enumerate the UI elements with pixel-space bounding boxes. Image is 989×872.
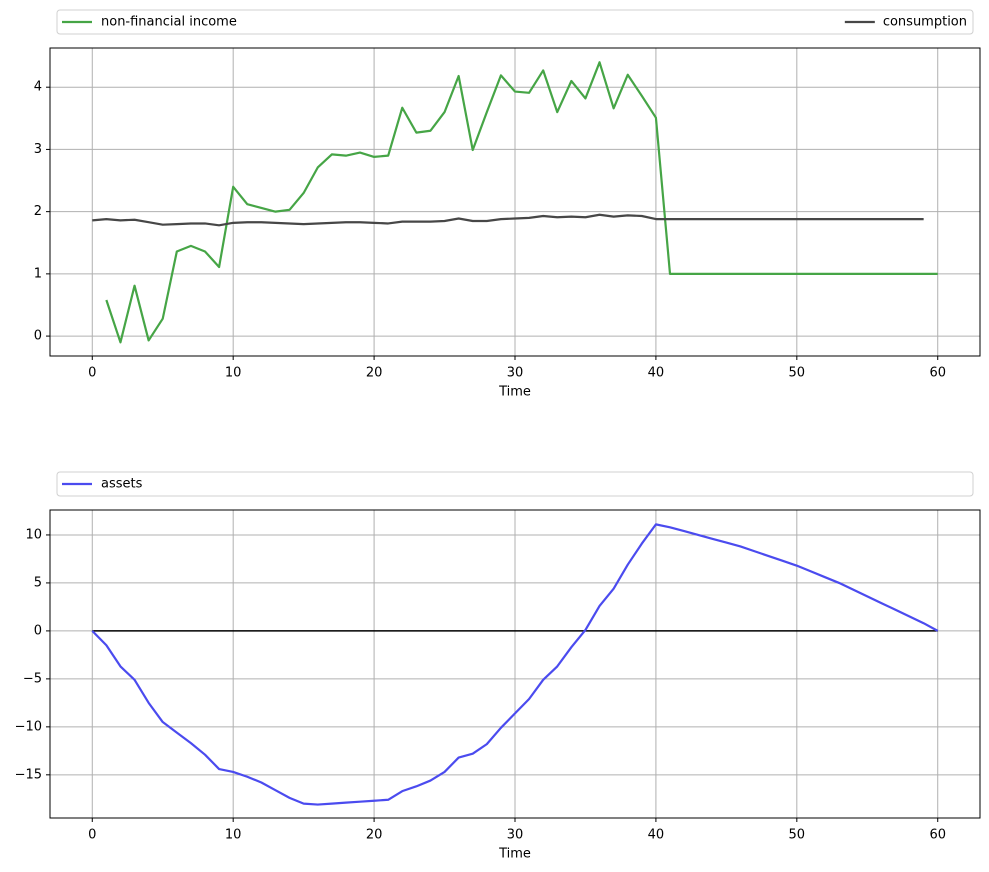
x-tick-label: 20	[366, 366, 383, 381]
y-tick-label: 4	[34, 80, 42, 95]
x-tick-label: 20	[366, 828, 383, 843]
y-tick-label: 5	[34, 575, 42, 590]
x-tick-label: 60	[929, 828, 946, 843]
y-tick-label: 0	[34, 623, 42, 638]
data-line	[92, 213, 924, 227]
y-tick-label: 1	[34, 266, 42, 281]
y-tick-label: −5	[23, 671, 42, 686]
x-tick-label: 0	[88, 828, 96, 843]
x-tick-label: 40	[648, 828, 665, 843]
x-tick-label: 40	[648, 366, 665, 381]
y-tick-label: 10	[25, 527, 42, 542]
x-axis-label: Time	[498, 385, 531, 400]
y-tick-label: −15	[15, 767, 42, 782]
legend-label: non-financial income	[101, 15, 237, 30]
x-tick-label: 50	[789, 828, 806, 843]
x-tick-label: 30	[507, 366, 524, 381]
legend-label: assets	[101, 477, 143, 492]
data-line	[91, 523, 939, 806]
axes-frame	[49, 509, 981, 819]
y-tick-label: −10	[15, 719, 42, 734]
x-tick-label: 10	[225, 366, 242, 381]
y-tick-label: 2	[34, 204, 42, 219]
legend-frame	[56, 9, 974, 35]
x-tick-label: 50	[789, 366, 806, 381]
x-tick-label: 30	[507, 828, 524, 843]
x-tick-label: 10	[225, 828, 242, 843]
legend-frame	[56, 471, 974, 497]
data-line	[105, 61, 938, 344]
y-tick-label: 0	[34, 329, 42, 344]
axes-frame	[49, 47, 981, 357]
x-axis-label: Time	[498, 847, 531, 862]
y-tick-label: 3	[34, 142, 42, 157]
x-tick-label: 60	[929, 366, 946, 381]
legend-label: consumption	[883, 15, 967, 30]
x-tick-label: 0	[88, 366, 96, 381]
